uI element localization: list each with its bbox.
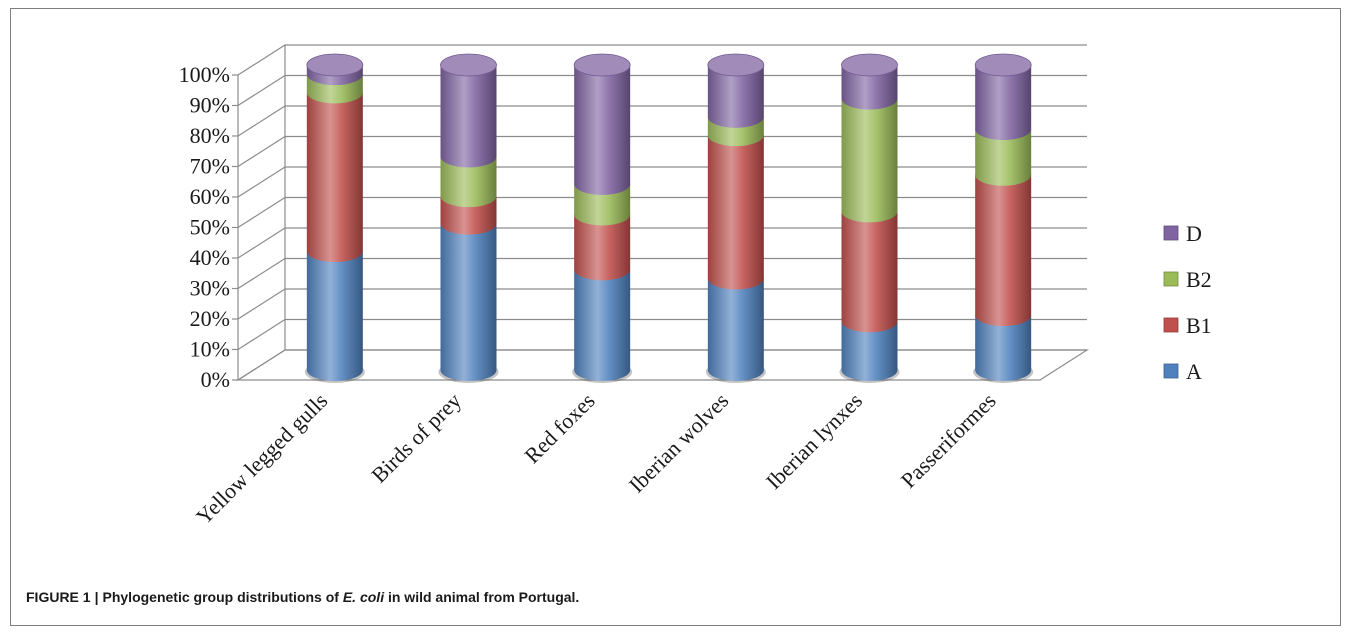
gridline xyxy=(237,349,1087,381)
bar-segment-passeriformes-b1 xyxy=(975,174,1032,327)
x-axis-category-labels: Yellow legged gulls Birds of prey Red foxe… xyxy=(191,388,1001,529)
bar-segment-iberian-wolves-b1 xyxy=(707,135,764,290)
bar-segment-red-foxes-b2 xyxy=(574,183,631,226)
bar-stack-red-foxes xyxy=(572,53,633,383)
x-category-label: Iberian wolves xyxy=(624,388,734,498)
bar-segment-birds-of-prey-b2 xyxy=(440,156,497,208)
bar-stack-birds-of-prey xyxy=(438,53,499,383)
figure-caption: FIGURE 1 | Phylogenetic group distribution… xyxy=(26,589,579,605)
legend-swatch xyxy=(1163,317,1179,333)
legend-label: A xyxy=(1186,359,1202,384)
y-tick-label: 90% xyxy=(190,93,230,118)
legend-swatch xyxy=(1163,271,1179,287)
bar-top-cap xyxy=(573,53,631,77)
bar-segment-iberian-lynxes-b2 xyxy=(841,98,898,223)
bar-top-cap xyxy=(707,53,765,77)
chart-floor xyxy=(235,349,1090,381)
legend-swatch xyxy=(1163,225,1179,241)
caption-text-before: Phylogenetic group distributions of xyxy=(102,589,339,605)
chart-walls xyxy=(235,45,1090,381)
bar-segment-passeriformes-a xyxy=(975,315,1032,381)
bar-top-cap xyxy=(440,53,497,77)
y-tick-label: 40% xyxy=(190,245,230,270)
gridline xyxy=(237,44,1087,76)
x-category-label: Birds of prey xyxy=(366,388,466,488)
y-tick-label: 10% xyxy=(190,337,230,362)
bar-segment-iberian-lynxes-b1 xyxy=(841,211,898,333)
y-axis-tick-labels: 0% 10% 20% 30% 40% 50% 60% 70% 80% 90% 100% xyxy=(179,62,230,392)
legend: D B2 B1 A xyxy=(1163,221,1212,384)
gridline xyxy=(237,257,1087,290)
bar-segment-red-foxes-d xyxy=(574,65,631,195)
y-tick-label: 50% xyxy=(190,215,230,240)
bar-segment-red-foxes-b1 xyxy=(574,214,631,281)
legend-item-b1: B1 xyxy=(1163,313,1212,338)
legend-swatch xyxy=(1163,363,1179,379)
bar-segment-iberian-lynxes-a xyxy=(841,321,898,381)
x-category-label: Iberian lynxes xyxy=(761,388,867,494)
x-category-label: Passeriformes xyxy=(896,388,1001,493)
y-tick-label: 60% xyxy=(190,184,230,209)
bar-segment-passeriformes-b2 xyxy=(975,129,1032,186)
gridlines xyxy=(232,44,1087,381)
y-tick-label: 100% xyxy=(179,62,230,87)
figure-frame xyxy=(10,8,1341,626)
caption-text-after: in wild animal from Portugal. xyxy=(387,589,580,605)
gridline xyxy=(237,288,1087,320)
legend-label: D xyxy=(1186,221,1202,246)
gridline xyxy=(237,318,1087,351)
bar-segment-iberian-lynxes-d xyxy=(841,65,898,110)
y-tick-label: 30% xyxy=(190,276,230,301)
bar-segment-iberian-wolves-d xyxy=(707,65,764,128)
bar-segment-passeriformes-d xyxy=(975,65,1032,141)
bar-segment-red-foxes-a xyxy=(574,269,631,381)
gridline xyxy=(237,74,1087,107)
bar-segment-iberian-wolves-a xyxy=(707,278,764,381)
bar-stack-iberian-wolves xyxy=(705,53,766,383)
y-tick-label: 20% xyxy=(190,306,230,331)
y-tick-label: 0% xyxy=(201,367,230,392)
y-tick-label: 70% xyxy=(190,154,230,179)
bar-stack-passeriformes xyxy=(973,53,1034,383)
gridline xyxy=(237,196,1087,229)
bar-top-cap xyxy=(306,53,364,77)
bar-segment-birds-of-prey-b1 xyxy=(440,196,497,235)
bar-segment-yellow-legged-gulls-b1 xyxy=(306,92,363,263)
gridline xyxy=(237,135,1087,168)
bar-top-cap xyxy=(841,53,898,77)
legend-item-b2: B2 xyxy=(1163,267,1212,292)
bar-segment-yellow-legged-gulls-a xyxy=(306,251,363,381)
bar-segment-birds-of-prey-a xyxy=(440,223,497,381)
bar-stack-yellow-legged-gulls xyxy=(304,53,365,383)
bar-top-cap xyxy=(974,53,1032,77)
bar-segment-birds-of-prey-d xyxy=(440,65,497,168)
gridline xyxy=(237,105,1087,137)
caption-italic: E. coli xyxy=(342,589,385,605)
bar-stack-iberian-lynxes xyxy=(839,53,900,383)
caption-label: FIGURE 1 xyxy=(26,589,91,605)
legend-item-d: D xyxy=(1163,221,1202,246)
legend-label: B1 xyxy=(1186,313,1212,338)
bars xyxy=(304,53,1034,383)
gridline xyxy=(237,166,1087,198)
x-category-label: Red foxes xyxy=(519,388,599,468)
x-category-label: Yellow legged gulls xyxy=(191,388,332,529)
y-tick-label: 80% xyxy=(190,123,230,148)
gridline xyxy=(237,227,1087,259)
legend-item-a: A xyxy=(1163,359,1202,384)
caption-separator: | xyxy=(94,589,99,605)
legend-label: B2 xyxy=(1186,267,1212,292)
